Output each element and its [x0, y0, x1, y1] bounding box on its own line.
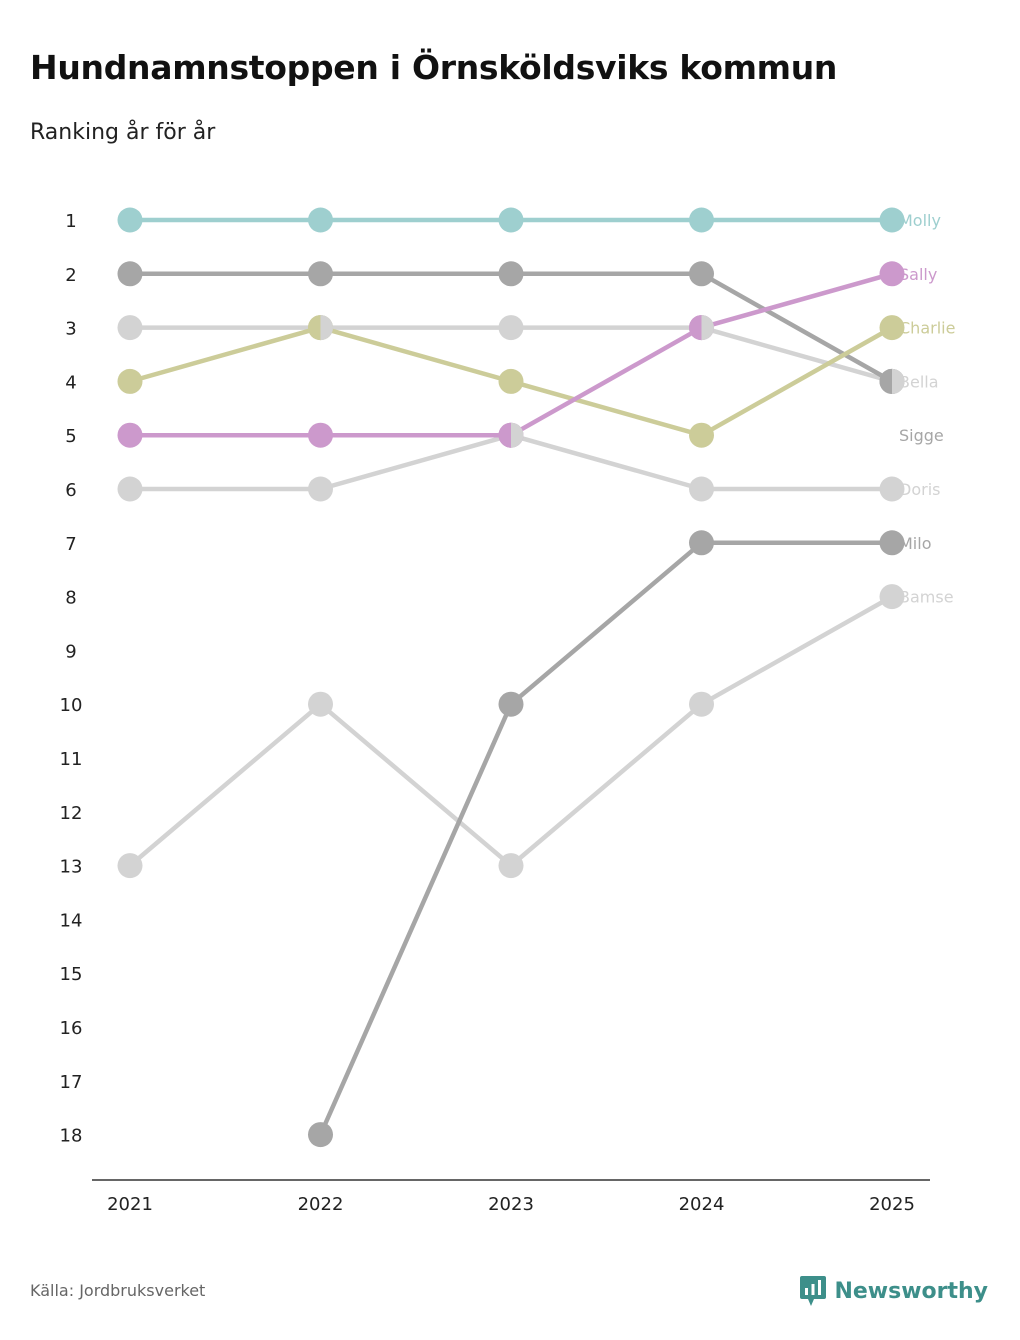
series-line-bamse	[127, 594, 895, 868]
tie-half-sigge-2025	[879, 368, 892, 394]
point-milo-2023	[498, 691, 524, 717]
tie-half-doris-2023	[511, 422, 524, 448]
point-doris-2024	[689, 476, 714, 502]
y-tick-label-12: 12	[60, 803, 83, 824]
point-molly-2022	[308, 207, 333, 233]
point-sigge-2021	[117, 261, 143, 287]
point-bella-2023	[498, 315, 524, 341]
point-molly-2024	[689, 207, 714, 233]
point-molly-2023	[498, 207, 524, 233]
y-tick-label-1: 1	[65, 211, 76, 232]
y-tick-label-18: 18	[60, 1126, 83, 1147]
point-milo-2024	[689, 530, 714, 556]
point-sigge-2024	[689, 261, 714, 287]
x-tick-label-2022: 2022	[298, 1194, 344, 1215]
y-tick-label-9: 9	[65, 641, 76, 662]
point-milo-2025	[879, 530, 905, 556]
series-line-sally	[127, 271, 895, 438]
tie-half-bella-2024	[701, 315, 714, 341]
x-tick-label-2025: 2025	[869, 1194, 915, 1215]
end-label-doris: Doris	[899, 480, 940, 499]
chart-title: Hundnamnstoppen i Örnsköldsviks kommun	[30, 48, 838, 87]
point-sally-2021	[117, 422, 143, 448]
point-charlie-2024	[689, 422, 714, 448]
x-tick-label-2024: 2024	[679, 1194, 725, 1215]
point-bamse-2022	[308, 691, 333, 717]
end-label-milo: Milo	[899, 534, 931, 553]
point-bamse-2025	[879, 584, 905, 610]
y-tick-label-17: 17	[60, 1072, 83, 1093]
brand-logo: Newsworthy	[800, 1276, 988, 1306]
point-charlie-2023	[498, 368, 524, 394]
y-tick-label-2: 2	[65, 265, 76, 286]
y-tick-label-10: 10	[60, 695, 83, 716]
source-note: Källa: Jordbruksverket	[30, 1281, 206, 1300]
y-tick-label-14: 14	[60, 910, 83, 931]
brand-name: Newsworthy	[834, 1278, 988, 1304]
point-bamse-2021	[117, 853, 143, 879]
point-molly-2021	[117, 207, 143, 233]
point-molly-2025	[879, 207, 905, 233]
point-doris-2022	[308, 476, 333, 502]
point-doris-2021	[117, 476, 143, 502]
tie-half-bella-2025	[892, 368, 905, 394]
x-tick-label-2023: 2023	[488, 1194, 534, 1215]
y-tick-label-7: 7	[65, 534, 76, 555]
point-charlie-2025	[879, 315, 905, 341]
point-sigge-2023	[498, 261, 524, 287]
point-bamse-2023	[498, 853, 524, 879]
tie-half-bella-2022	[320, 315, 333, 341]
end-label-bamse: Bamse	[899, 588, 954, 607]
point-charlie-2021	[117, 368, 143, 394]
y-tick-label-13: 13	[60, 857, 83, 878]
point-sally-2025	[879, 261, 905, 287]
y-tick-label-6: 6	[65, 480, 76, 501]
end-label-bella: Bella	[899, 372, 939, 391]
point-bella-2021	[117, 315, 143, 341]
x-tick-label-2021: 2021	[107, 1194, 153, 1215]
series-line-milo	[318, 540, 895, 1137]
y-tick-label-5: 5	[65, 426, 76, 447]
y-tick-label-4: 4	[65, 372, 76, 393]
point-bamse-2024	[689, 691, 714, 717]
tie-half-sally-2023	[498, 422, 511, 448]
tie-half-sally-2024	[689, 315, 702, 341]
end-label-charlie: Charlie	[899, 319, 955, 338]
end-label-molly: Molly	[899, 211, 941, 230]
y-tick-label-16: 16	[60, 1018, 83, 1039]
point-sigge-2022	[308, 261, 333, 287]
y-tick-label-15: 15	[60, 964, 83, 985]
end-label-sigge: Sigge	[899, 426, 944, 445]
tie-half-charlie-2022	[308, 315, 321, 341]
point-doris-2025	[879, 476, 905, 502]
chart-subtitle: Ranking år för år	[30, 120, 216, 145]
y-tick-label-11: 11	[60, 749, 83, 770]
y-tick-label-3: 3	[65, 319, 76, 340]
end-label-sally: Sally	[899, 265, 937, 284]
point-milo-2022	[308, 1122, 333, 1148]
y-tick-label-8: 8	[65, 588, 76, 609]
newsworthy-icon	[800, 1276, 827, 1306]
point-sally-2022	[308, 422, 333, 448]
